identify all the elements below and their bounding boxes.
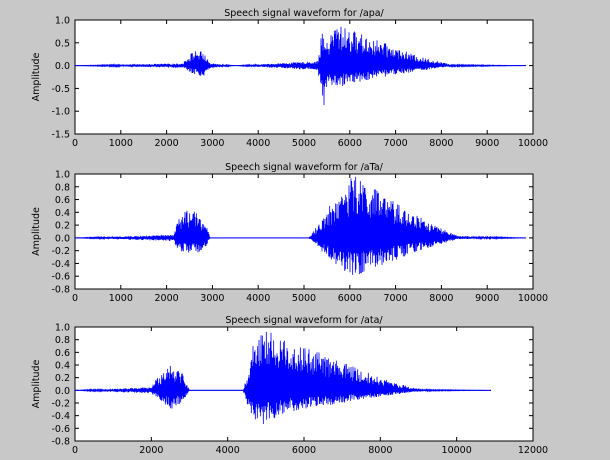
y-tick-label: -0.4 [51,411,70,422]
plot-area [74,19,534,135]
y-axis-label: Amplitude [31,207,42,256]
x-tick-label: 0 [72,293,78,304]
y-tick-label: 0.0 [55,386,70,397]
x-tick-label: 10000 [442,445,472,456]
y-tick-label: -0.8 [51,437,70,448]
y-tick-label: -0.6 [51,272,70,283]
x-tick-label: 1000 [109,293,133,304]
x-tick-label: 4000 [216,445,240,456]
x-tick-label: 10000 [518,293,548,304]
y-tick-label: 1.0 [55,16,70,27]
y-tick-label: 0.0 [55,61,70,72]
chart-title: Speech signal waveform for /apa/ [224,8,384,19]
y-tick-label: 0.2 [55,221,70,232]
x-tick-label: 0 [72,445,78,456]
y-tick-label: 0.0 [55,233,70,244]
y-tick-label: 0.6 [55,195,70,206]
x-tick-label: 9000 [475,138,499,149]
y-tick-label: -0.5 [51,84,70,95]
x-tick-label: 2000 [155,138,179,149]
y-tick-label: -0.8 [51,285,70,296]
x-tick-label: 2000 [155,293,179,304]
y-tick-label: 0.4 [55,361,70,372]
y-tick-label: -0.4 [51,259,70,270]
y-tick-label: 0.8 [55,335,70,346]
x-tick-label: 3000 [200,293,224,304]
y-tick-label: -1.0 [51,107,70,118]
x-tick-label: 7000 [384,293,408,304]
x-tick-label: 1000 [109,138,133,149]
x-tick-label: 9000 [475,293,499,304]
x-tick-label: 12000 [518,445,548,456]
x-tick-label: 0 [72,138,78,149]
y-tick-label: -0.2 [51,246,70,257]
waveform-trace [74,331,492,424]
x-tick-label: 4000 [246,138,270,149]
y-tick-label: 0.2 [55,373,70,384]
waveform-trace [75,176,527,275]
waveform-trace [75,26,526,106]
x-tick-label: 6000 [338,293,362,304]
plot-area [74,173,534,290]
x-tick-label: 2000 [139,445,163,456]
y-tick-label: -1.5 [51,130,70,141]
waveform-panel-3: Speech signal waveform for /ata/Amplitud… [31,315,548,456]
x-tick-label: 8000 [368,445,392,456]
y-tick-label: 1.0 [55,170,70,181]
waveform-panel-2: Speech signal waveform for /aTa/Amplitud… [31,162,548,304]
x-tick-label: 4000 [246,293,270,304]
x-tick-label: 6000 [292,445,316,456]
x-tick-label: 5000 [292,293,316,304]
y-tick-label: -0.6 [51,424,70,435]
waveform-panel-1: Speech signal waveform for /apa/Amplitud… [31,8,548,149]
x-tick-label: 7000 [384,138,408,149]
chart-title: Speech signal waveform for /ata/ [225,315,383,326]
y-tick-label: -0.2 [51,399,70,410]
chart-title: Speech signal waveform for /aTa/ [225,162,384,173]
y-axis-label: Amplitude [31,53,42,102]
y-axis-label: Amplitude [31,360,42,409]
y-tick-label: 0.8 [55,182,70,193]
x-tick-label: 5000 [292,138,316,149]
x-tick-label: 3000 [200,138,224,149]
y-tick-label: 1.0 [55,323,70,334]
x-tick-label: 8000 [429,138,453,149]
x-tick-label: 10000 [518,138,548,149]
x-tick-label: 8000 [429,293,453,304]
y-tick-label: 0.4 [55,208,70,219]
x-tick-label: 6000 [338,138,362,149]
y-tick-label: 0.5 [55,38,70,49]
y-tick-label: 0.6 [55,348,70,359]
